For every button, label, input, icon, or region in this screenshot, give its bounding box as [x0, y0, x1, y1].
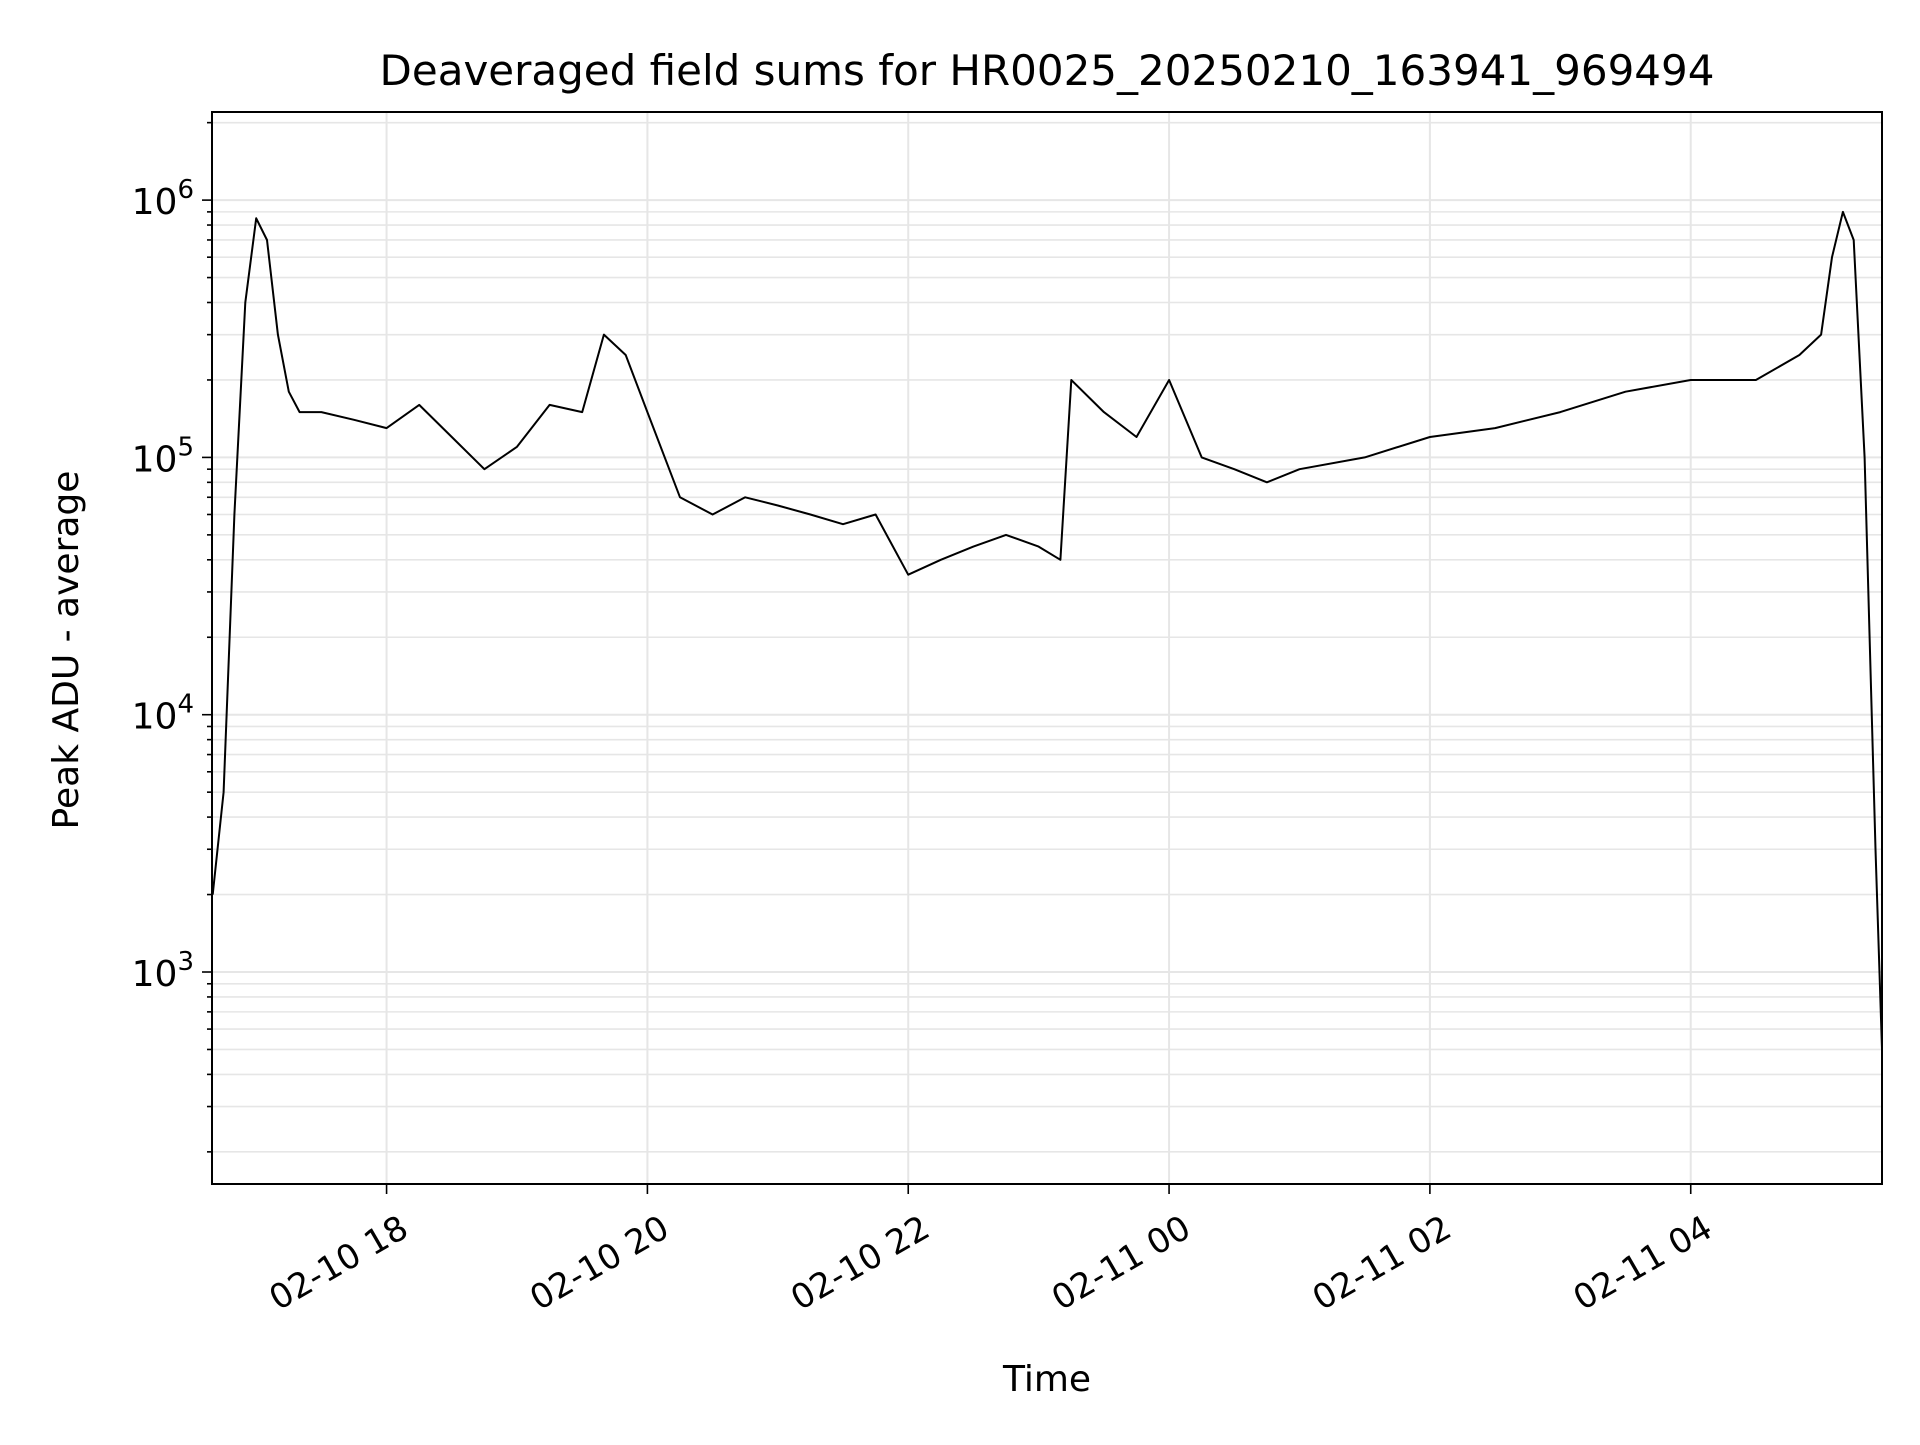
line-layer [211, 210, 1883, 1050]
y-tick-label: 104 [132, 690, 194, 738]
chart-title: Deaveraged field sums for HR0025_2025021… [380, 46, 1715, 95]
grid-layer [212, 112, 1882, 1184]
y-tick-label: 103 [132, 947, 194, 995]
y-tick-label: 105 [132, 432, 194, 480]
x-axis-label: Time [1002, 1359, 1091, 1400]
series-line [211, 210, 1883, 1050]
plot-frame [211, 111, 1883, 1185]
y-axis-label: Peak ADU - average [46, 471, 87, 830]
y-tick-label: 106 [132, 175, 194, 223]
